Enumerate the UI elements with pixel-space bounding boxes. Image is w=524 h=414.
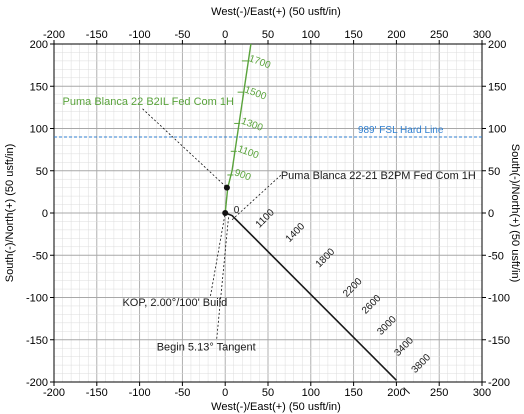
x-tick-label-bottom: 0 (222, 387, 228, 399)
x-tick-label-top: -200 (43, 29, 65, 41)
y-tick-label-left: -100 (26, 293, 48, 305)
annotation-leader (216, 216, 230, 339)
y-tick-label-left: 100 (30, 124, 48, 136)
x-tick-label-top: 100 (302, 29, 320, 41)
series-line-0 (224, 43, 252, 214)
annotation-leader (142, 108, 228, 188)
md-tick (403, 387, 411, 394)
x-tick-label-bottom: 200 (387, 387, 405, 399)
x-axis-label-bottom: West(-)/East(+) (50 usft/in) (211, 401, 341, 413)
annotations: Puma Blanca 22 B2IL Fed Com 1H Puma Blanc… (63, 96, 476, 354)
md-tick (277, 261, 285, 268)
y-tick-label-right: -50 (488, 250, 504, 262)
x-tick-label-top: 50 (262, 29, 274, 41)
hard-line-label: 989' FSL Hard Line (358, 125, 444, 136)
y-axis-label-left: South(-)/North(+) (50 usft/in) (4, 144, 16, 282)
x-tick-label-top: -100 (129, 29, 151, 41)
y-tick-label-left: -200 (26, 377, 48, 389)
y-tick-label-left: 0 (42, 208, 48, 220)
x-tick-label-bottom: 250 (430, 387, 448, 399)
md-label: 900 (233, 167, 253, 183)
y-tick-label-left: -150 (26, 335, 48, 347)
y-tick-label-left: 200 (30, 39, 48, 51)
y-tick-label-right: 100 (488, 124, 506, 136)
y-tick-label-right: -200 (488, 377, 510, 389)
y-tick-label-left: 150 (30, 81, 48, 93)
annotation-label: Puma Blanca 22-21 B2PM Fed Com 1H (281, 170, 476, 182)
x-tick-label-top: 200 (387, 29, 405, 41)
x-tick-label-top: 0 (222, 29, 228, 41)
y-tick-label-left: 50 (36, 166, 48, 178)
md-tick (369, 352, 376, 360)
x-tick-label-top: -50 (174, 29, 190, 41)
x-tick-label-top: 250 (430, 29, 448, 41)
x-tick-label-bottom: 300 (473, 387, 491, 399)
annotation-label: KOP, 2.00°/100' Build (122, 297, 227, 309)
y-tick-label-left: -50 (32, 250, 48, 262)
x-tick-label-bottom: -50 (174, 387, 190, 399)
y-axis-label-right: South(-)/North(+) (50 usft/in) (509, 144, 521, 282)
y-tick-label-right: 150 (488, 81, 506, 93)
x-tick-label-bottom: 100 (302, 387, 320, 399)
x-tick-label-bottom: -200 (43, 387, 65, 399)
axis-ticks: -200-200-150-150-100-100-50-500050501001… (26, 29, 510, 399)
series-group (222, 43, 411, 394)
annotation-label: Puma Blanca 22 B2IL Fed Com 1H (63, 96, 234, 108)
md-tick (307, 291, 315, 298)
y-tick-label-right: 50 (488, 166, 500, 178)
x-tick-label-top: 300 (473, 29, 491, 41)
hard-line: 989' FSL Hard Line (54, 125, 482, 138)
x-axis-label-top: West(-)/East(+) (50 usft/in) (211, 6, 341, 18)
x-tick-label-bottom: 50 (262, 387, 274, 399)
y-tick-label-right: 200 (488, 39, 506, 51)
annotation-leader (231, 174, 282, 221)
y-tick-label-right: 0 (488, 208, 494, 220)
y-tick-label-right: -150 (488, 335, 510, 347)
md-tick (386, 370, 393, 377)
x-tick-label-bottom: 150 (344, 387, 362, 399)
md-label: 0 (234, 205, 240, 216)
x-tick-label-top: 150 (344, 29, 362, 41)
md-tick (334, 318, 342, 326)
y-tick-label-right: -100 (488, 293, 510, 305)
x-tick-label-bottom: -150 (86, 387, 108, 399)
x-tick-label-top: -150 (86, 29, 108, 41)
x-tick-label-bottom: -100 (129, 387, 151, 399)
md-tick (353, 337, 361, 345)
annotation-label: Begin 5.13° Tangent (157, 342, 256, 354)
md-tick (247, 231, 255, 238)
